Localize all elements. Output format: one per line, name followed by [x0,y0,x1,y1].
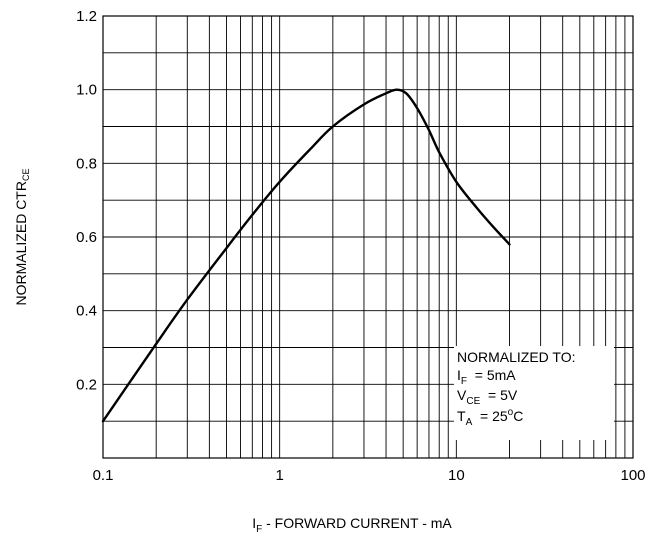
plot-frame [102,15,634,459]
x-tick-labels: 0.1 1 10 100 [93,467,646,484]
note-line-if: IF = 5mA [457,367,516,387]
y-tick-label: 1.2 [76,8,97,25]
note-title: NORMALIZED TO: [457,349,576,365]
x-axis-label: IF - FORWARD CURRENT - mA [252,515,452,535]
y-tick-label: 0.8 [76,155,97,172]
y-tick-label: 0.6 [76,229,97,246]
y-axis-label: NORMALIZED CTRCE [13,169,31,306]
x-tick-label: 100 [620,467,645,484]
y-tick-label: 0.4 [76,303,97,320]
normalization-note: NORMALIZED TO: IF = 5mA VCE = 5V TA = 25… [454,346,614,440]
x-tick-label: 0.1 [93,467,114,484]
note-background [454,346,614,440]
note-line-vce: VCE = 5V [457,387,518,407]
y-tick-labels: 0.2 0.4 0.6 0.8 1.0 1.2 [76,8,97,393]
y-tick-label: 1.0 [76,82,97,99]
y-tick-label: 0.2 [76,376,97,393]
note-line-ta: TA = 25oC [457,407,523,428]
ctr-curve [101,88,511,423]
x-tick-label: 10 [448,467,465,484]
x-tick-label: 1 [275,467,283,484]
